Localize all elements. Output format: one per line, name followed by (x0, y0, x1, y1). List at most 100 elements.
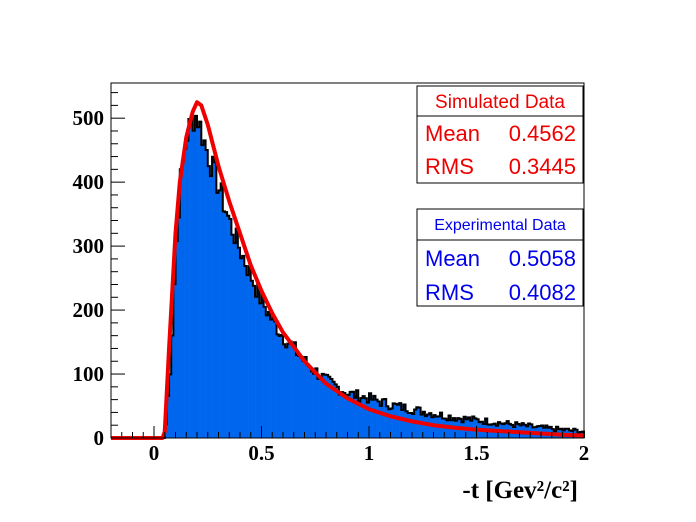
experimental-bin (216, 192, 219, 438)
experimental-bin (293, 342, 297, 438)
experimental-bin (289, 341, 292, 438)
experimental-bin (267, 311, 271, 438)
experimental-bin (304, 357, 307, 438)
experimental-bin (274, 321, 277, 438)
experimental-bin (366, 402, 370, 438)
experimental-outline (154, 114, 585, 439)
experimental-bin (207, 166, 211, 438)
experimental-bin (188, 119, 191, 438)
y-tick-label: 0 (94, 426, 105, 450)
experimental-bin (308, 366, 312, 438)
experimental-bin (356, 390, 359, 438)
experimental-bin (313, 373, 316, 438)
experimental-bin (201, 145, 204, 438)
y-tick-label: 200 (73, 298, 105, 322)
experimental-bin (446, 420, 449, 438)
experimental-bin (431, 417, 434, 438)
experimental-bin (424, 416, 428, 438)
experimental-bin (349, 391, 353, 438)
experimental-bin (360, 398, 363, 438)
experimental-bin (272, 316, 275, 438)
experimental-bin (336, 386, 340, 438)
experimental-bin (227, 215, 230, 438)
x-tick-label: 2 (579, 441, 590, 465)
experimental-bin (181, 160, 185, 438)
experimental-bin (321, 373, 325, 438)
experimental-bin (224, 212, 228, 438)
experimental-bin (199, 121, 202, 439)
experimental-bin (246, 275, 249, 438)
experimental-bin (257, 283, 260, 438)
simulated-rms-value: 0.3445 (509, 154, 576, 179)
experimental-bin (235, 228, 239, 438)
experimental-bin (379, 405, 383, 438)
experimental-bin (298, 355, 301, 438)
experimental-bin (315, 368, 318, 438)
experimental-bin (270, 319, 273, 438)
experimental-bin (237, 247, 241, 438)
experimental-stats-title: Experimental Data (434, 217, 566, 234)
experimental-bin (212, 156, 215, 438)
experimental-bin (373, 395, 376, 438)
experimental-bin (222, 211, 226, 438)
experimental-bin (343, 393, 346, 438)
x-tick-label: 1 (364, 441, 375, 465)
plot-area (111, 100, 585, 440)
y-tick-label: 400 (73, 170, 105, 194)
experimental-bin (334, 384, 338, 438)
experimental-bin (261, 294, 264, 438)
experimental-bin (263, 306, 267, 438)
simulated-mean-value: 0.4562 (509, 121, 576, 146)
simulated-stats-title: Simulated Data (435, 92, 565, 113)
experimental-bin (353, 397, 357, 438)
experimental-bin (369, 393, 372, 438)
experimental-bin (240, 258, 243, 438)
simulated-line (111, 100, 585, 440)
experimental-bin (317, 378, 320, 438)
experimental-bin (295, 355, 299, 438)
experimental-bin (166, 395, 170, 438)
experimental-bin (252, 285, 256, 438)
experimental-bin (485, 418, 488, 438)
experimental-bin (179, 169, 183, 438)
experimental-bin (351, 391, 355, 438)
experimental-bin (386, 406, 389, 438)
y-tick-label: 100 (73, 362, 105, 386)
experimental-bin (255, 296, 258, 438)
experimental-bin (371, 399, 374, 438)
experimental-stats-box: Experimental Data Mean 0.5058 RMS 0.4082 (416, 208, 584, 307)
experimental-bin (300, 357, 303, 438)
experimental-bin (283, 344, 286, 438)
experimental-bin (392, 403, 396, 438)
experimental-bin (214, 162, 217, 438)
experimental-bin (171, 335, 174, 438)
experimental-bin (323, 374, 327, 438)
experimental-bin (229, 218, 232, 438)
experimental-bin (396, 404, 400, 438)
experimental-bin (556, 426, 559, 438)
experimental-bin (276, 334, 279, 438)
simulated-mean-label: Mean (425, 121, 480, 146)
experimental-bin (218, 190, 221, 438)
x-tick-label: 0 (149, 441, 160, 465)
experimental-bin (472, 416, 475, 438)
x-axis-title: -t [Gev²/c²] (462, 477, 578, 504)
experimental-bin (194, 115, 198, 438)
experimental-rms-label: RMS (425, 280, 474, 305)
experimental-bin (177, 217, 181, 438)
experimental-bin (345, 395, 348, 438)
experimental-bin (278, 335, 282, 438)
experimental-bin (326, 374, 329, 438)
experimental-bin (388, 409, 391, 438)
y-tick-label: 500 (73, 106, 105, 130)
experimental-bin (265, 315, 269, 438)
experimental-bin (310, 371, 314, 438)
experimental-bin (420, 414, 424, 438)
experimental-bin (364, 398, 368, 438)
experimental-bin (407, 412, 411, 438)
experimental-bin (375, 399, 378, 438)
experimental-bin (390, 408, 393, 438)
experimental-bin (285, 347, 288, 438)
x-tick-label: 1.5 (463, 441, 489, 465)
